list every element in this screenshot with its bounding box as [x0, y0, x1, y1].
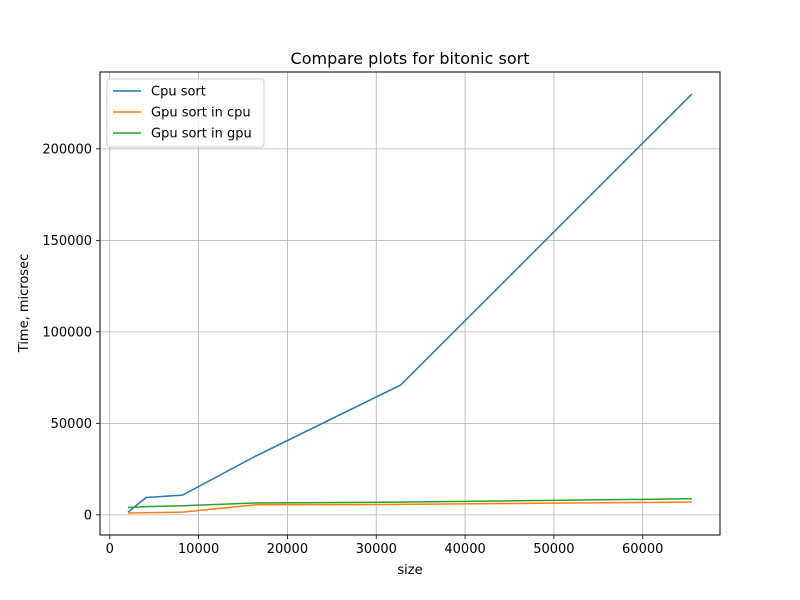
series-lines: [127, 93, 693, 514]
x-tick-label: 60000: [622, 542, 663, 557]
x-tick-label: 0: [106, 542, 114, 557]
y-tick-label: 0: [84, 508, 92, 523]
y-axis-ticks: 0 50000 100000 150000 200000: [42, 142, 100, 523]
x-tick-label: 30000: [356, 542, 397, 557]
legend-label-1: Gpu sort in cpu: [151, 106, 251, 121]
x-tick-label: 20000: [267, 542, 308, 557]
y-axis-label: Time, microsec: [17, 254, 32, 353]
y-tick-label: 100000: [42, 325, 92, 340]
x-tick-label: 50000: [533, 542, 574, 557]
x-axis-label: size: [397, 563, 422, 578]
series-line-1: [127, 501, 692, 514]
y-tick-label: 200000: [42, 142, 92, 157]
x-axis-ticks: 0 10000 20000 30000 40000 50000 60000: [106, 535, 663, 557]
legend-label-2: Gpu sort in gpu: [151, 127, 252, 142]
x-tick-label: 10000: [178, 542, 219, 557]
legend: Cpu sort Gpu sort in cpu Gpu sort in gpu: [106, 78, 265, 148]
series-line-2: [127, 498, 692, 509]
legend-box: [106, 78, 265, 148]
y-tick-label: 150000: [42, 234, 92, 249]
series-line-0: [127, 93, 693, 513]
y-tick-label: 50000: [51, 417, 92, 432]
legend-label-0: Cpu sort: [151, 85, 206, 100]
chart-title: Compare plots for bitonic sort: [291, 49, 530, 68]
grid: [100, 72, 720, 535]
plot-frame: [99, 71, 721, 536]
x-tick-label: 40000: [444, 542, 485, 557]
